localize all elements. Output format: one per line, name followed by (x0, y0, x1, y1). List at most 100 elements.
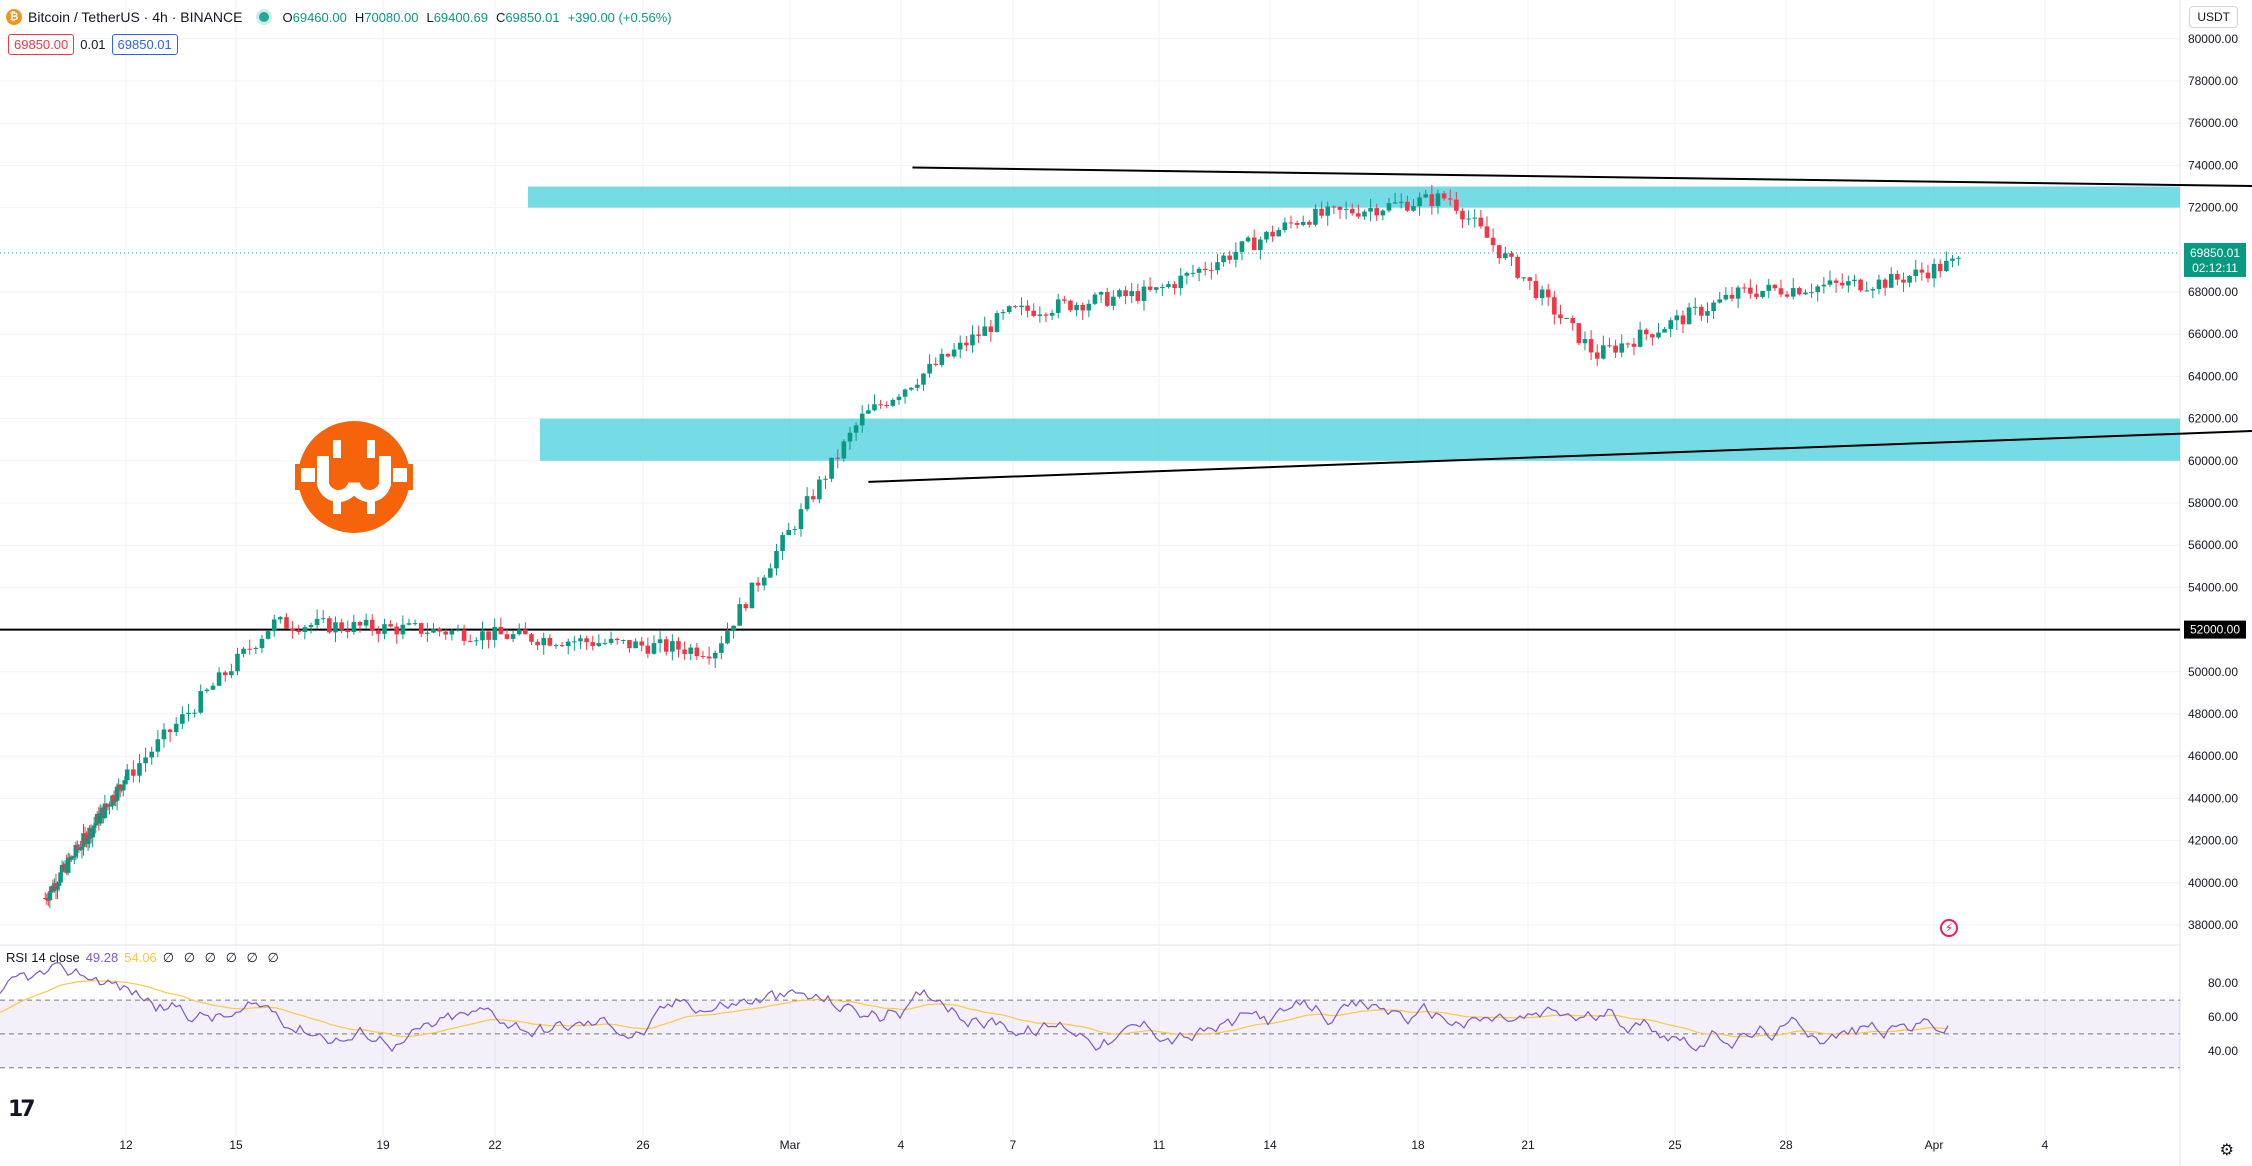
candle-body (143, 757, 148, 764)
time-tick-label: Apr (1925, 1138, 1944, 1152)
candle-body (1588, 339, 1594, 353)
candle-body (91, 825, 97, 829)
candle-body (719, 643, 724, 653)
candle-body (731, 625, 736, 632)
candle-body (1895, 274, 1900, 280)
candle-body (290, 628, 295, 631)
candle-body (1613, 345, 1618, 353)
candle-body (222, 672, 228, 676)
candle-body (1686, 307, 1692, 325)
candle-body (68, 856, 74, 860)
candle-body (1680, 315, 1686, 325)
candle-body (614, 638, 620, 641)
candle-body (1478, 217, 1484, 227)
candle-body (1576, 323, 1582, 344)
candle-body (461, 629, 467, 641)
trade-buttons: 69850.00 0.01 69850.01 (8, 34, 178, 55)
time-tick-label: 4 (898, 1138, 905, 1152)
current-price-tag (2184, 242, 2246, 277)
candle-body (1411, 206, 1416, 211)
candle-body (376, 630, 381, 634)
candle-body (1160, 287, 1165, 289)
candle-body (394, 626, 400, 635)
price-tick-label: 56000.00 (2188, 538, 2238, 552)
candle-body (449, 630, 455, 635)
price-tick-label: 74000.00 (2188, 158, 2238, 172)
candle-body (1833, 280, 1839, 283)
candle-body (639, 641, 645, 646)
candle-body (1178, 275, 1184, 288)
candle-body (712, 652, 718, 659)
candle-body (382, 624, 387, 634)
countdown-label: 02:12:11 (2192, 261, 2238, 275)
candle-body (1147, 286, 1153, 290)
price-tick-label: 68000.00 (2188, 285, 2238, 299)
time-tick-label: Mar (780, 1138, 801, 1152)
candle-body (204, 689, 210, 692)
candle-body (1466, 218, 1471, 220)
candle-body (443, 631, 449, 635)
candle-body (1723, 294, 1729, 300)
alert-icon[interactable]: ⚡ (1940, 919, 1958, 937)
trendlines (868, 166, 2252, 483)
candle-body (817, 479, 822, 500)
candle-body (1662, 329, 1667, 333)
candle-body (247, 648, 253, 650)
candle-body (572, 641, 577, 643)
candle-body (363, 619, 369, 626)
candle-body (192, 712, 197, 714)
candle-body (1692, 306, 1698, 308)
candle-body (1766, 284, 1772, 291)
bitcoin-icon: ₿ (6, 9, 22, 25)
candle-body (351, 622, 357, 633)
market-status-dot[interactable] (256, 9, 273, 25)
candle-body (823, 478, 828, 480)
price-tick-label: 38000.00 (2188, 918, 2238, 932)
candle-body (357, 622, 363, 626)
candle-body (1013, 306, 1018, 308)
rsi-legend[interactable]: RSI 14 close 49.28 54.06 ∅ ∅ ∅ ∅ ∅ ∅ (6, 950, 282, 966)
sell-button[interactable]: 69850.00 (8, 34, 75, 55)
candle-body (1790, 288, 1796, 297)
buy-button[interactable]: 69850.01 (111, 34, 178, 55)
candle-body (1270, 231, 1275, 237)
candle-body (1778, 288, 1784, 295)
candle-body (1221, 255, 1226, 263)
currency-button[interactable]: USDT (2189, 6, 2238, 28)
candle-body (725, 631, 730, 644)
candle-body (93, 823, 99, 826)
tradingview-logo[interactable]: 17 (8, 1097, 36, 1122)
candle-body (369, 619, 375, 631)
candle-body (1913, 269, 1919, 277)
candle-body (1558, 314, 1563, 319)
candle-body (1300, 221, 1306, 225)
candle-body (510, 634, 516, 639)
candle-body (278, 617, 283, 620)
candle-body (700, 656, 706, 658)
candle-body (578, 638, 583, 642)
candle-body (529, 634, 534, 642)
time-axis: 12 15 19 22 26 Mar 4 7 11 14 18 21 25 28 Apr 4 (119, 1138, 2048, 1152)
time-tick-label: 7 (1010, 1138, 1017, 1152)
candle-body (565, 641, 571, 647)
symbol-title[interactable]: Bitcoin / TetherUS · 4h · BINANCE (28, 9, 243, 25)
candle-body (1117, 290, 1122, 297)
candle-body (1919, 269, 1925, 273)
time-tick-label: 14 (1263, 1138, 1277, 1152)
candle-body (167, 729, 173, 733)
candle-body (455, 629, 461, 631)
candle-body (498, 626, 504, 635)
price-tick-label: 80000.00 (2188, 32, 2238, 46)
candle-body (1741, 287, 1747, 289)
candle-body (915, 384, 920, 388)
candle-body (1037, 314, 1043, 316)
candle-body (1429, 194, 1435, 206)
candle-body (670, 641, 675, 652)
candle-body (602, 642, 608, 644)
candle-body (1729, 294, 1735, 299)
current-price-label: 69850.01 (2190, 246, 2240, 260)
candle-body (117, 784, 123, 789)
rsi-tick-label: 40.00 (2208, 1044, 2238, 1058)
gear-icon[interactable]: ⚙ (2219, 1142, 2234, 1159)
